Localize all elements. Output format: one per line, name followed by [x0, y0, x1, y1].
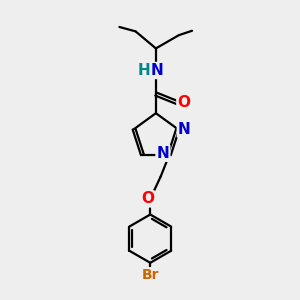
- Text: N: N: [151, 63, 164, 78]
- Text: N: N: [157, 146, 169, 161]
- Text: O: O: [177, 95, 190, 110]
- Text: N: N: [178, 122, 190, 136]
- Text: Br: Br: [142, 268, 159, 282]
- Text: O: O: [141, 191, 154, 206]
- Text: H: H: [137, 63, 150, 78]
